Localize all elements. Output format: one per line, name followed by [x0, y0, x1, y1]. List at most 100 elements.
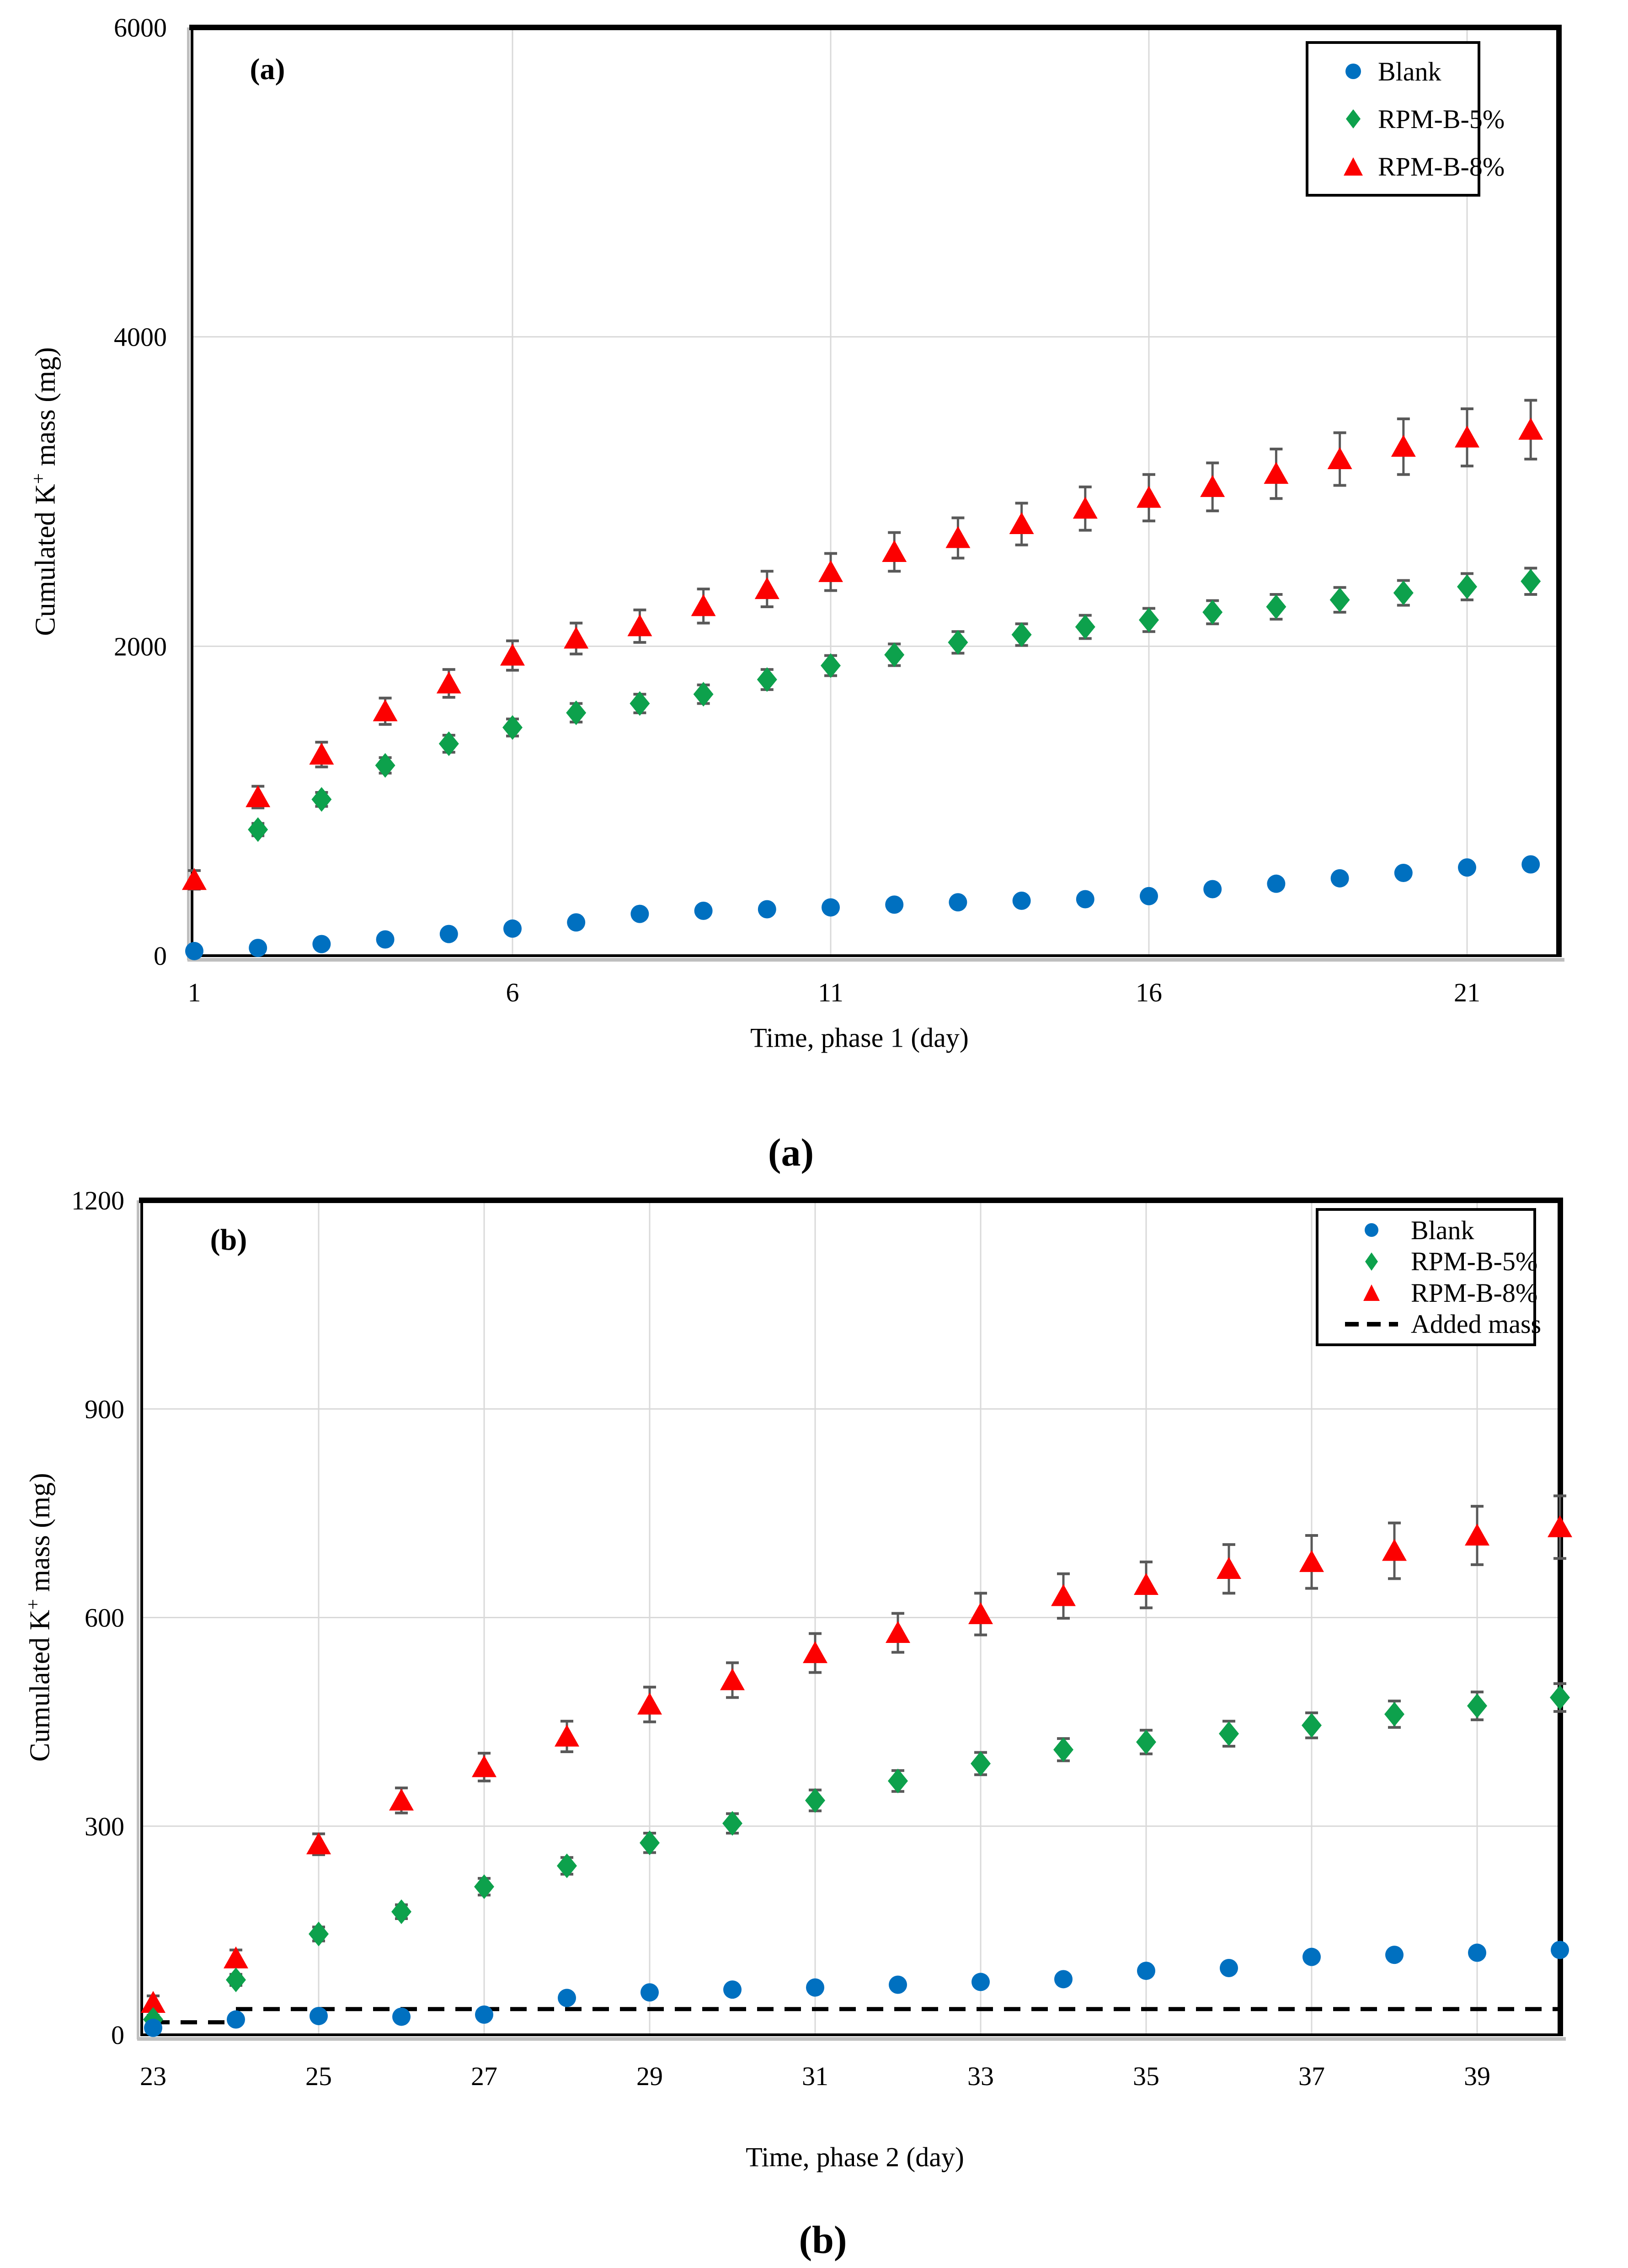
marker-rpm8	[886, 1621, 910, 1643]
marker-rpm5	[821, 653, 841, 678]
legend-label-rpm5: RPM-B-5%	[1378, 104, 1505, 134]
marker-blank	[641, 1983, 659, 2002]
marker-rpm5	[1139, 607, 1159, 632]
legend-label-added-mass: Added mass	[1411, 1309, 1542, 1339]
marker-rpm8	[309, 743, 334, 765]
marker-rpm5	[1053, 1737, 1073, 1762]
marker-rpm5	[1219, 1721, 1239, 1746]
marker-blank	[567, 913, 586, 932]
marker-blank	[1137, 1962, 1155, 1980]
y-axis-title-sup: +	[28, 473, 49, 484]
y-axis-title-text: Cumulated K	[24, 1610, 56, 1762]
marker-blank	[503, 919, 522, 938]
marker-rpm8	[818, 560, 843, 582]
marker-rpm5	[1266, 594, 1286, 620]
y-axis-title-b: Cumulated K+ mass (mg)	[22, 1473, 57, 1762]
legend-b: Blank RPM-B-5% RPM-B-8% Added mass	[1316, 1208, 1541, 1346]
marker-rpm8	[1548, 1515, 1572, 1537]
y-axis-title-text2: mass (mg)	[24, 1473, 56, 1599]
marker-rpm5	[1457, 574, 1477, 599]
circle-marker-icon	[1345, 64, 1361, 79]
marker-rpm5	[1467, 1693, 1487, 1718]
y-axis-title-text2: mass (mg)	[30, 347, 61, 473]
marker-rpm8	[1518, 417, 1543, 440]
marker-blank	[1012, 891, 1031, 910]
marker-rpm8	[627, 614, 652, 637]
x-axis-title-a: Time, phase 1 (day)	[750, 1022, 969, 1053]
marker-blank	[1468, 1943, 1486, 1962]
marker-rpm8	[968, 1602, 993, 1624]
marker-blank	[694, 901, 713, 920]
marker-rpm5	[375, 753, 395, 778]
diamond-marker-icon	[1346, 109, 1361, 128]
marker-rpm5	[630, 691, 650, 716]
y-axis-title-sup: +	[22, 1599, 44, 1610]
panel-label-b: (b)	[210, 1223, 247, 1257]
caption-b: (b)	[799, 2218, 847, 2262]
marker-blank	[949, 893, 967, 912]
marker-rpm8	[945, 526, 971, 548]
x-tick-label: 37	[1298, 2061, 1325, 2091]
x-tick-label: 23	[140, 2061, 166, 2091]
marker-rpm8	[1465, 1524, 1489, 1546]
marker-rpm5	[248, 817, 268, 842]
marker-blank	[185, 941, 203, 960]
marker-blank	[758, 900, 776, 919]
marker-blank	[558, 1989, 576, 2007]
y-tick-label: 0	[111, 2020, 124, 2050]
x-tick-label: 25	[305, 2061, 332, 2091]
marker-rpm5	[757, 667, 777, 692]
marker-blank	[312, 935, 331, 953]
y-tick-label: 1200	[71, 1189, 124, 1215]
x-tick-label: 29	[636, 2061, 663, 2091]
marker-rpm5	[1136, 1729, 1156, 1754]
marker-blank	[1203, 880, 1222, 899]
x-tick-label: 35	[1133, 2061, 1159, 2091]
marker-rpm8	[1382, 1539, 1407, 1561]
y-tick-label: 6000	[114, 13, 167, 43]
marker-rpm8	[1264, 462, 1289, 484]
marker-blank	[1302, 1947, 1321, 1966]
marker-rpm8	[500, 643, 525, 666]
y-tick-label: 0	[154, 941, 167, 971]
y-tick-label: 300	[85, 1812, 124, 1841]
marker-rpm5	[1302, 1713, 1322, 1738]
triangle-marker-icon	[1363, 1284, 1380, 1301]
marker-rpm8	[306, 1832, 331, 1855]
marker-blank	[1521, 855, 1540, 874]
y-axis-title-text: Cumulated K	[30, 484, 61, 636]
marker-blank	[475, 2005, 493, 2024]
marker-rpm5	[1202, 599, 1223, 625]
marker-blank	[376, 930, 395, 949]
y-tick-label: 600	[85, 1603, 124, 1633]
x-tick-label: 6	[506, 978, 519, 1007]
marker-rpm8	[182, 868, 207, 890]
triangle-marker-icon	[1344, 157, 1363, 176]
marker-rpm8	[1009, 512, 1034, 535]
marker-rpm5	[693, 682, 714, 707]
marker-blank	[439, 925, 458, 943]
marker-rpm8	[1391, 434, 1416, 457]
caption-a: (a)	[768, 1130, 814, 1174]
marker-rpm8	[1137, 486, 1161, 508]
marker-rpm8	[246, 785, 271, 808]
marker-blank	[806, 1978, 824, 1997]
diamond-marker-icon	[1365, 1252, 1378, 1271]
marker-blank	[1220, 1959, 1238, 1977]
marker-rpm5	[722, 1811, 742, 1836]
marker-rpm5	[226, 1967, 246, 1992]
marker-rpm5	[1521, 569, 1541, 594]
x-tick-label: 27	[471, 2061, 497, 2091]
marker-rpm5	[805, 1788, 825, 1813]
marker-rpm5	[971, 1751, 991, 1776]
legend-label-rpm5: RPM-B-5%	[1411, 1246, 1538, 1277]
marker-rpm8	[555, 1724, 579, 1747]
marker-blank	[1076, 890, 1094, 909]
marker-rpm5	[1329, 587, 1350, 612]
legend-item-blank: Blank	[1344, 1215, 1533, 1246]
marker-rpm5	[1011, 622, 1032, 647]
x-axis-title-b: Time, phase 2 (day)	[746, 2142, 964, 2172]
legend-label-blank: Blank	[1411, 1215, 1474, 1245]
legend-item-added-mass: Added mass	[1344, 1309, 1541, 1339]
marker-rpm5	[474, 1874, 494, 1899]
